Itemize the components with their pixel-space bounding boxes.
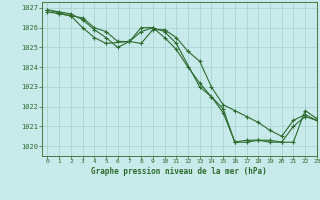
X-axis label: Graphe pression niveau de la mer (hPa): Graphe pression niveau de la mer (hPa) — [91, 167, 267, 176]
